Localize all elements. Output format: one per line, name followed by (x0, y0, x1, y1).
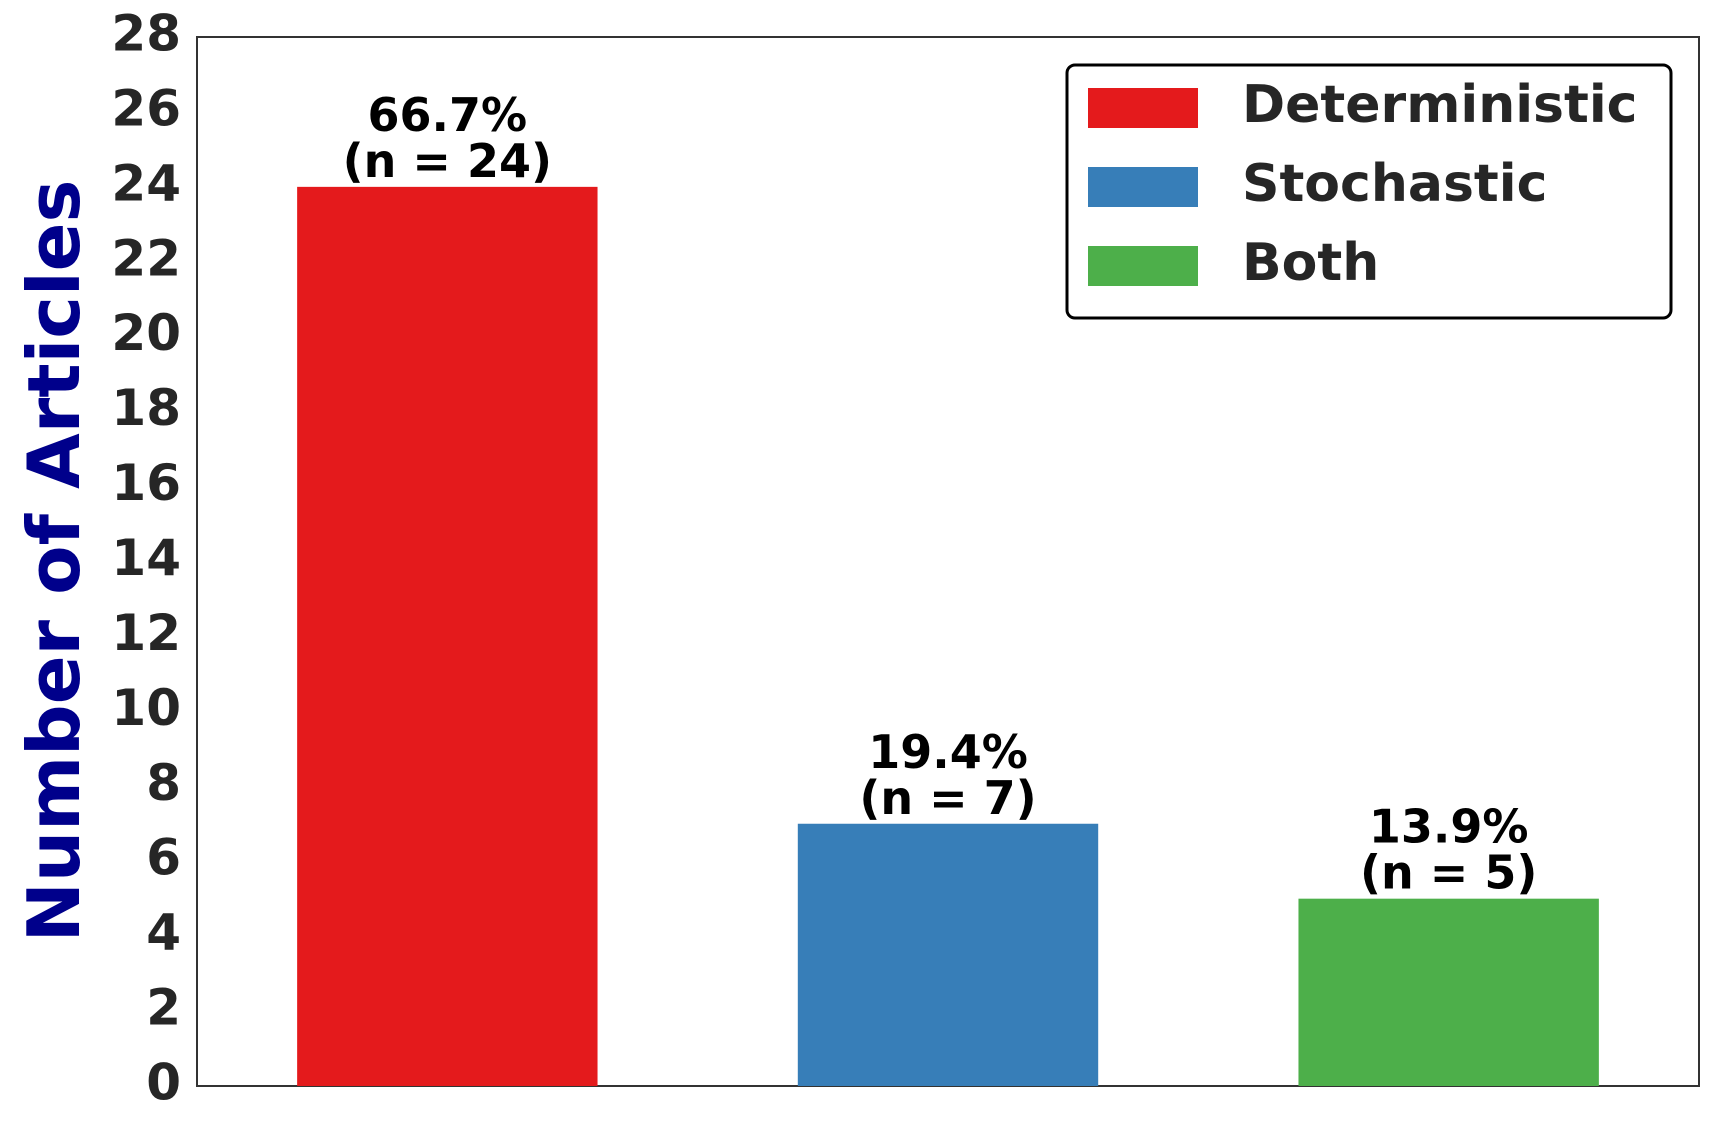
y-tick-label: 18 (111, 379, 181, 437)
bar-count-label: (n = 24) (343, 134, 552, 188)
y-tick-label: 24 (111, 154, 181, 212)
legend-swatch-deterministic (1088, 88, 1198, 128)
y-tick-label: 0 (146, 1054, 181, 1112)
legend: Deterministic Stochastic Both (1065, 63, 1673, 320)
bar-stochastic (797, 823, 1099, 1086)
y-tick-label: 28 (111, 5, 181, 63)
legend-label-stochastic: Stochastic (1242, 154, 1547, 214)
legend-label-both: Both (1242, 233, 1379, 293)
y-tick-label: 20 (111, 304, 181, 362)
bar-count-label: (n = 5) (1360, 846, 1537, 900)
y-tick-label: 14 (111, 529, 181, 587)
bar-percent-label: 66.7% (368, 88, 528, 142)
bar-labels-group: 66.7%(n = 24) 19.4%(n = 7) 13.9%(n = 5) (343, 88, 1538, 900)
y-tick-label: 16 (111, 454, 181, 512)
y-tick-label: 12 (111, 604, 181, 662)
legend-swatch-both (1088, 246, 1198, 286)
bar-percent-label: 13.9% (1369, 800, 1529, 854)
y-tick-label: 2 (146, 979, 181, 1037)
y-axis-label: Number of Articles (12, 180, 96, 943)
bar-count-label: (n = 7) (859, 771, 1036, 825)
legend-frame (1065, 63, 1673, 320)
y-tick-label: 4 (146, 904, 181, 962)
y-tick-label: 8 (146, 754, 181, 812)
y-tick-label: 22 (111, 229, 181, 287)
bar-percent-label: 19.4% (868, 725, 1028, 779)
bars-group (297, 186, 1599, 1086)
y-tick-label: 26 (111, 79, 181, 137)
legend-swatch-stochastic (1088, 167, 1198, 207)
y-tick-label: 6 (146, 829, 181, 887)
legend-label-deterministic: Deterministic (1242, 75, 1638, 135)
y-tick-label: 10 (111, 679, 181, 737)
bar-both (1298, 898, 1599, 1086)
bar-deterministic (297, 186, 598, 1086)
